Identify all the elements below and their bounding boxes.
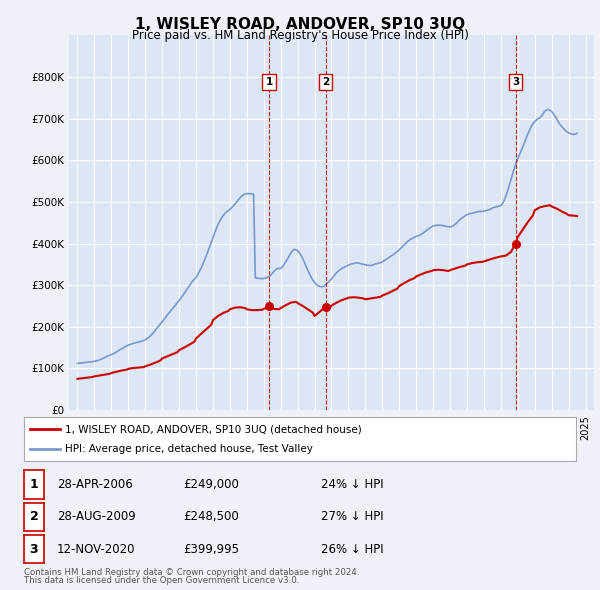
Text: £249,000: £249,000	[183, 478, 239, 491]
Text: This data is licensed under the Open Government Licence v3.0.: This data is licensed under the Open Gov…	[24, 576, 299, 585]
Text: 28-AUG-2009: 28-AUG-2009	[57, 510, 136, 523]
Text: 12-NOV-2020: 12-NOV-2020	[57, 543, 136, 556]
Text: 1, WISLEY ROAD, ANDOVER, SP10 3UQ: 1, WISLEY ROAD, ANDOVER, SP10 3UQ	[135, 17, 465, 31]
Text: Contains HM Land Registry data © Crown copyright and database right 2024.: Contains HM Land Registry data © Crown c…	[24, 568, 359, 577]
Text: 27% ↓ HPI: 27% ↓ HPI	[321, 510, 383, 523]
Text: 1: 1	[29, 478, 38, 491]
Text: 26% ↓ HPI: 26% ↓ HPI	[321, 543, 383, 556]
Text: £399,995: £399,995	[183, 543, 239, 556]
Text: HPI: Average price, detached house, Test Valley: HPI: Average price, detached house, Test…	[65, 444, 313, 454]
Text: 1, WISLEY ROAD, ANDOVER, SP10 3UQ (detached house): 1, WISLEY ROAD, ANDOVER, SP10 3UQ (detac…	[65, 424, 362, 434]
Text: 3: 3	[512, 77, 519, 87]
Text: Price paid vs. HM Land Registry's House Price Index (HPI): Price paid vs. HM Land Registry's House …	[131, 30, 469, 42]
Text: 1: 1	[266, 77, 273, 87]
Text: 2: 2	[322, 77, 329, 87]
Text: 28-APR-2006: 28-APR-2006	[57, 478, 133, 491]
Text: 3: 3	[29, 543, 38, 556]
Text: 24% ↓ HPI: 24% ↓ HPI	[321, 478, 383, 491]
Text: 2: 2	[29, 510, 38, 523]
Text: £248,500: £248,500	[183, 510, 239, 523]
